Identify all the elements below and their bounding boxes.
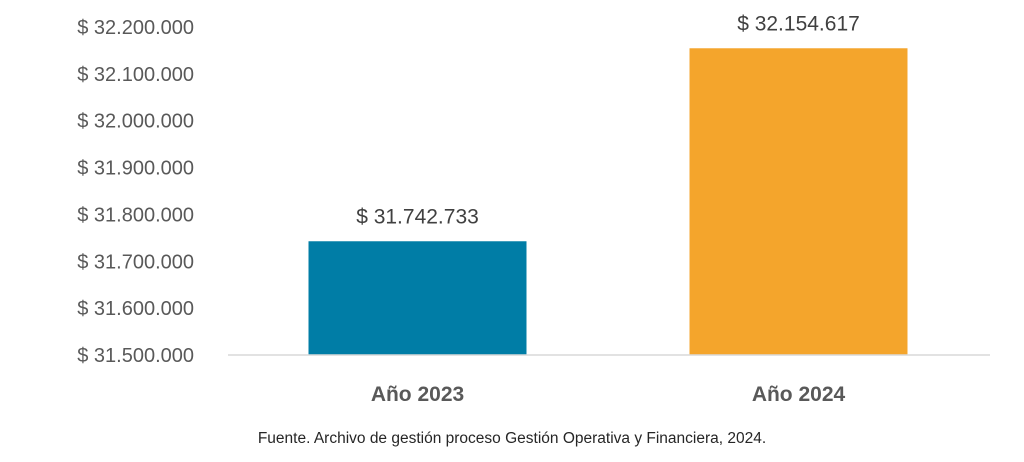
y-tick-label: $ 31.600.000	[77, 298, 194, 320]
y-tick-label: $ 32.200.000	[77, 17, 194, 39]
y-tick-label: $ 31.900.000	[77, 158, 194, 180]
bars	[308, 48, 908, 356]
bar-value-label: $ 32.154.617	[737, 12, 860, 35]
source-note: Fuente. Archivo de gestión proceso Gesti…	[257, 430, 767, 447]
y-tick-label: $ 31.800.000	[77, 204, 194, 226]
bar-value-label: $ 31.742.733	[356, 205, 479, 228]
y-tick-label: $ 31.700.000	[77, 251, 194, 273]
x-axis-tick-labels: Año 2023 Año 2024	[371, 383, 846, 406]
bar-2	[689, 48, 908, 356]
y-tick-label: $ 31.500.000	[77, 345, 194, 367]
y-axis-tick-labels: $ 31.500.000 $ 31.600.000 $ 31.700.000 $ 31…	[77, 17, 194, 367]
bar-1	[308, 241, 527, 355]
bar-value-labels: $ 31.742.733 $ 32.154.617	[356, 12, 860, 228]
y-tick-label: $ 32.000.000	[77, 111, 194, 133]
x-tick-label: Año 2023	[371, 383, 464, 406]
x-tick-label: Año 2024	[752, 383, 846, 406]
y-tick-label: $ 32.100.000	[77, 64, 194, 86]
